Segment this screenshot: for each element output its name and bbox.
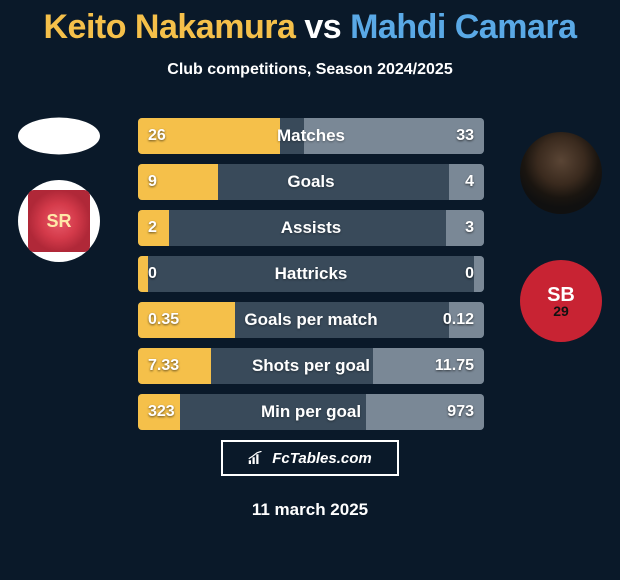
stat-label: Hattricks: [138, 256, 484, 292]
stat-row: 0.350.12Goals per match: [138, 302, 484, 338]
source-text: FcTables.com: [272, 450, 371, 467]
stats-bars: 2633Matches 94Goals 23Assists 00Hattricks 0.…: [138, 118, 484, 440]
source-attribution: FcTables.com: [221, 440, 399, 476]
stat-label: Assists: [138, 210, 484, 246]
stat-row: 7.3311.75Shots per goal: [138, 348, 484, 384]
stat-label: Goals: [138, 164, 484, 200]
stat-label: Shots per goal: [138, 348, 484, 384]
player-b-avatar-img: [520, 132, 602, 214]
comparison-title: Keito Nakamura vs Mahdi Camara: [0, 0, 620, 47]
stat-row: 2633Matches: [138, 118, 484, 154]
club-badge-a-text: SR: [28, 190, 90, 252]
stat-row: 323973Min per goal: [138, 394, 484, 430]
stat-row: 00Hattricks: [138, 256, 484, 292]
subtitle: Club competitions, Season 2024/2025: [0, 61, 620, 79]
club-badge-b-sub: 29: [553, 303, 569, 319]
player-b-club-badge: SB 29: [520, 260, 602, 342]
vs-text: vs: [304, 8, 341, 46]
player-a-club-badge: SR: [18, 180, 100, 262]
stat-label: Goals per match: [138, 302, 484, 338]
stat-row: 23Assists: [138, 210, 484, 246]
player-a-name: Keito Nakamura: [43, 8, 295, 46]
fctables-icon: [248, 451, 266, 465]
stat-label: Matches: [138, 118, 484, 154]
player-a-avatar: [18, 118, 100, 155]
player-b-avatar: [520, 132, 602, 214]
player-b-name: Mahdi Camara: [350, 8, 576, 46]
stat-row: 94Goals: [138, 164, 484, 200]
date-text: 11 march 2025: [0, 500, 620, 520]
stat-label: Min per goal: [138, 394, 484, 430]
